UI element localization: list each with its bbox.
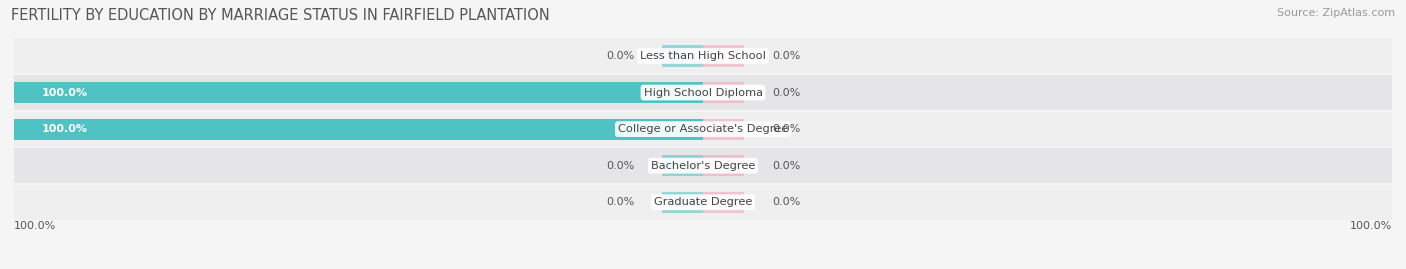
- Text: 0.0%: 0.0%: [606, 161, 634, 171]
- Bar: [703, 45, 744, 66]
- Text: College or Associate's Degree: College or Associate's Degree: [617, 124, 789, 134]
- Bar: [14, 75, 1392, 110]
- Text: 100.0%: 100.0%: [42, 87, 87, 98]
- Bar: [14, 119, 703, 140]
- Text: Less than High School: Less than High School: [640, 51, 766, 61]
- Bar: [662, 192, 703, 213]
- Bar: [703, 192, 744, 213]
- Text: 100.0%: 100.0%: [1350, 221, 1392, 231]
- Text: 0.0%: 0.0%: [772, 51, 800, 61]
- Text: FERTILITY BY EDUCATION BY MARRIAGE STATUS IN FAIRFIELD PLANTATION: FERTILITY BY EDUCATION BY MARRIAGE STATU…: [11, 8, 550, 23]
- Bar: [14, 38, 1392, 73]
- Bar: [14, 148, 1392, 183]
- Text: 0.0%: 0.0%: [772, 161, 800, 171]
- Text: 100.0%: 100.0%: [14, 221, 56, 231]
- Bar: [662, 155, 703, 176]
- Text: 0.0%: 0.0%: [606, 51, 634, 61]
- Text: Graduate Degree: Graduate Degree: [654, 197, 752, 207]
- Bar: [14, 185, 1392, 220]
- Bar: [14, 82, 703, 103]
- Bar: [703, 155, 744, 176]
- Text: 0.0%: 0.0%: [772, 87, 800, 98]
- Bar: [703, 119, 744, 140]
- Text: High School Diploma: High School Diploma: [644, 87, 762, 98]
- Text: 0.0%: 0.0%: [772, 124, 800, 134]
- Text: Bachelor's Degree: Bachelor's Degree: [651, 161, 755, 171]
- Text: Source: ZipAtlas.com: Source: ZipAtlas.com: [1277, 8, 1395, 18]
- Bar: [703, 82, 744, 103]
- Text: 0.0%: 0.0%: [606, 197, 634, 207]
- Bar: [662, 45, 703, 66]
- Bar: [14, 112, 1392, 147]
- Text: 0.0%: 0.0%: [772, 197, 800, 207]
- Text: 100.0%: 100.0%: [42, 124, 87, 134]
